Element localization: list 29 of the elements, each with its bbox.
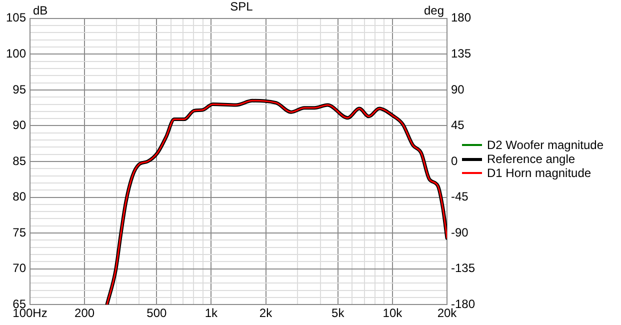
- y-tick-label: 100: [6, 46, 26, 60]
- y-tick-label: 70: [12, 261, 26, 276]
- y-tick-label: 85: [12, 154, 26, 168]
- x-tick-label: 10k: [382, 306, 404, 320]
- y2-tick-label: 0: [451, 154, 458, 168]
- y-tick-label: 80: [12, 190, 26, 204]
- y2-tick-label: 45: [451, 118, 465, 132]
- y-tick-label: 90: [12, 118, 26, 132]
- legend-label: D1 Horn magnitude: [487, 166, 592, 180]
- y2-axis-title: deg: [424, 4, 444, 18]
- y-tick-label: 75: [12, 225, 26, 240]
- x-tick-label: 2k: [259, 306, 274, 320]
- legend-label: D2 Woofer magnitude: [487, 138, 604, 152]
- legend-label: Reference angle: [487, 152, 576, 166]
- x-tick-label: 20k: [437, 306, 458, 320]
- x-tick-label: 200: [74, 306, 95, 320]
- y2-tick-label: -45: [451, 190, 469, 204]
- x-tick-label: 5k: [332, 306, 346, 320]
- chart-title: SPL: [230, 0, 254, 14]
- x-tick-label: 500: [146, 306, 167, 320]
- y-tick-label: 95: [12, 82, 26, 96]
- y2-tick-label: 90: [451, 82, 465, 96]
- y-axis-title: dB: [33, 4, 48, 18]
- y2-tick-label: 180: [451, 10, 472, 25]
- y2-tick-label: 135: [451, 46, 472, 60]
- y2-tick-label: -90: [451, 225, 469, 240]
- x-tick-label: 1k: [204, 306, 219, 320]
- y-tick-label: 105: [6, 10, 26, 25]
- y2-tick-label: -135: [451, 261, 476, 276]
